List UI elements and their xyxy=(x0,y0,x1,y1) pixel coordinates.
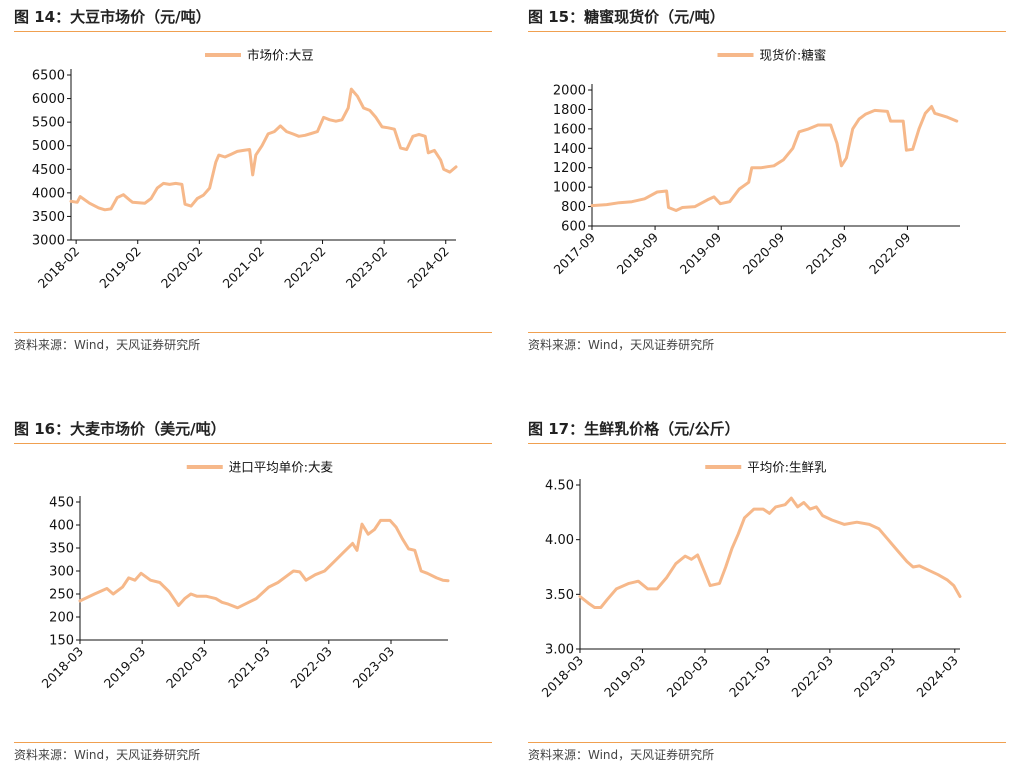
y-tick-label: 6500 xyxy=(32,69,65,84)
x-tick-label: 2022-02 xyxy=(281,244,329,292)
y-tick-label: 3.50 xyxy=(545,588,574,603)
legend: 市场价:大豆 xyxy=(205,48,314,63)
x-tick-label: 2022-03 xyxy=(788,653,836,701)
legend-label: 市场价:大豆 xyxy=(247,48,314,63)
x-tick-label: 2018-09 xyxy=(614,229,662,277)
y-tick-label: 1600 xyxy=(553,122,586,137)
legend-label: 进口平均单价:大麦 xyxy=(229,460,334,475)
figure-title: 图 15：糖蜜现货价（元/吨） xyxy=(528,8,725,26)
source-note: 资料来源：Wind，天风证券研究所 xyxy=(14,748,201,762)
chart-barley-price: 进口平均单价:大麦 150 200 250 300 350 400 450 2018-03 201… xyxy=(39,460,450,692)
y-tick-label: 1000 xyxy=(553,181,586,196)
panel-fig14: 图 14：大豆市场价（元/吨） 市场价:大豆 3000 3500 4000 4500 50… xyxy=(14,6,492,354)
x-tick-label: 2024-02 xyxy=(404,244,452,292)
source-note: 资料来源：Wind，天风证券研究所 xyxy=(528,748,715,762)
x-tick-label: 2021-02 xyxy=(220,244,268,292)
x-tick-label: 2018-02 xyxy=(35,244,83,292)
y-tick-label: 4500 xyxy=(32,163,65,178)
x-tick-label: 2017-09 xyxy=(551,229,599,277)
legend: 进口平均单价:大麦 xyxy=(186,460,334,475)
y-tick-label: 350 xyxy=(49,542,74,557)
y-tick-label: 800 xyxy=(561,200,586,215)
x-tick-label: 2022-03 xyxy=(287,644,335,692)
series-line xyxy=(69,87,458,212)
y-tick-label: 3000 xyxy=(32,234,65,249)
x-tick-label: 2019-09 xyxy=(677,229,725,277)
y-tick-label: 300 xyxy=(49,565,74,580)
top-rule xyxy=(14,443,492,444)
x-tick-label: 2020-09 xyxy=(740,229,788,277)
series-line xyxy=(578,496,962,609)
source-note: 资料来源：Wind，天风证券研究所 xyxy=(528,338,715,352)
y-tick-label: 600 xyxy=(561,220,586,235)
chart-raw-milk-price: 平均价:生鲜乳 3.00 3.50 4.00 4.50 2018-03 2019-03 202… xyxy=(539,460,962,701)
legend: 现货价:糖蜜 xyxy=(717,48,827,63)
bottom-rule xyxy=(14,332,492,333)
x-tick-label: 2021-03 xyxy=(225,644,273,692)
x-tick-label: 2019-03 xyxy=(601,653,649,701)
y-tick-label: 200 xyxy=(49,611,74,626)
series-line xyxy=(78,518,450,610)
y-tick-label: 5000 xyxy=(32,139,65,154)
legend: 平均价:生鲜乳 xyxy=(705,460,826,475)
y-tick-label: 1200 xyxy=(553,161,586,176)
figure-title: 图 17：生鲜乳价格（元/公斤） xyxy=(528,420,740,438)
y-tick-label: 150 xyxy=(49,634,74,649)
x-tick-label: 2020-03 xyxy=(663,653,711,701)
legend-label: 现货价:糖蜜 xyxy=(760,48,827,63)
y-tick-label: 1800 xyxy=(553,103,586,118)
y-tick-label: 4000 xyxy=(32,186,65,201)
y-tick-label: 4.50 xyxy=(545,479,574,494)
x-tick-label: 2021-09 xyxy=(803,229,851,277)
x-tick-label: 2021-03 xyxy=(726,653,774,701)
y-tick-label: 400 xyxy=(49,519,74,534)
bottom-rule xyxy=(528,742,1006,743)
panel-fig17: 图 17：生鲜乳价格（元/公斤） 平均价:生鲜乳 3.00 3.50 4.00 4.50… xyxy=(528,418,1006,766)
x-tick-label: 2018-03 xyxy=(539,653,587,701)
panel-fig15: 图 15：糖蜜现货价（元/吨） 现货价:糖蜜 600 800 1000 1200 1400… xyxy=(528,6,1006,354)
x-tick-label: 2019-02 xyxy=(96,244,144,292)
top-rule xyxy=(14,31,492,32)
y-tick-label: 5500 xyxy=(32,116,65,131)
panel-fig16: 图 16：大麦市场价（美元/吨） 进口平均单价:大麦 150 200 250 300 35… xyxy=(14,418,492,766)
series-line xyxy=(590,105,959,212)
x-tick-label: 2023-02 xyxy=(343,244,391,292)
y-tick-label: 3500 xyxy=(32,210,65,225)
y-tick-label: 6000 xyxy=(32,92,65,107)
y-tick-label: 2000 xyxy=(553,84,586,99)
x-tick-label: 2018-03 xyxy=(39,644,87,692)
chart-soybean-price: 市场价:大豆 3000 3500 4000 4500 5000 5500 6000 6500 20… xyxy=(32,48,458,292)
top-rule xyxy=(528,443,1006,444)
bottom-rule xyxy=(14,742,492,743)
x-tick-label: 2019-03 xyxy=(101,644,149,692)
legend-label: 平均价:生鲜乳 xyxy=(747,460,826,475)
y-tick-label: 250 xyxy=(49,588,74,603)
figure-title: 图 14：大豆市场价（元/吨） xyxy=(14,8,211,26)
y-tick-label: 4.00 xyxy=(545,533,574,548)
source-note: 资料来源：Wind，天风证券研究所 xyxy=(14,338,201,352)
y-tick-label: 450 xyxy=(49,496,74,511)
bottom-rule xyxy=(528,332,1006,333)
chart-molasses-price: 现货价:糖蜜 600 800 1000 1200 1400 1600 1800 2000 2017… xyxy=(551,48,960,277)
x-tick-label: 2020-03 xyxy=(163,644,211,692)
x-tick-label: 2023-03 xyxy=(851,653,899,701)
x-tick-label: 2024-03 xyxy=(913,653,961,701)
x-tick-label: 2023-03 xyxy=(350,644,398,692)
y-tick-label: 3.00 xyxy=(545,643,574,658)
top-rule xyxy=(528,31,1006,32)
figure-title: 图 16：大麦市场价（美元/吨） xyxy=(14,420,226,438)
x-tick-label: 2022-09 xyxy=(866,229,914,277)
x-tick-label: 2020-02 xyxy=(158,244,206,292)
y-tick-label: 1400 xyxy=(553,142,586,157)
